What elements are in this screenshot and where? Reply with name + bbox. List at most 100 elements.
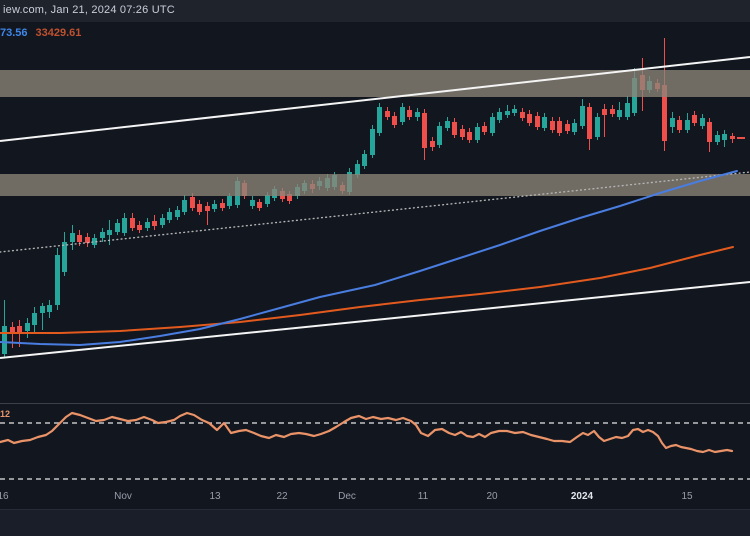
candle-body (205, 206, 210, 211)
candle-body (250, 200, 255, 206)
candle-body (445, 121, 450, 128)
candle-body (167, 212, 172, 220)
candle-body (77, 235, 82, 242)
candle-body (602, 109, 607, 115)
rsi-line (0, 411, 734, 454)
candle-body (550, 121, 555, 130)
rsi-level-label: 12 (0, 409, 11, 419)
candle-body (520, 112, 525, 118)
last-price-tick (737, 137, 745, 139)
candle-body (227, 196, 232, 206)
candle-body (2, 326, 7, 354)
ma50-line (0, 170, 738, 346)
x-axis[interactable]: 16 Nov 13 22 Dec 11 20 2024 15 (0, 491, 750, 507)
candle-body (475, 127, 480, 140)
candle-body (265, 195, 270, 204)
candle-body (505, 111, 510, 115)
candle-body (145, 222, 150, 228)
candle-body (55, 255, 60, 305)
candle-body (407, 110, 412, 117)
candle-body (85, 237, 90, 243)
candle-body (130, 218, 135, 228)
candle-body (722, 134, 727, 140)
candle-body (152, 221, 157, 226)
candle-body (587, 107, 592, 139)
candle-body (220, 203, 225, 208)
candle-body (580, 106, 585, 126)
candle-body (415, 112, 420, 117)
candle-body (595, 117, 600, 137)
candle-body (430, 141, 435, 147)
channel-upper-line (0, 56, 750, 142)
candle-body (670, 118, 675, 127)
candle-body (40, 306, 45, 313)
candle-body (100, 232, 105, 238)
candle-body (542, 117, 547, 128)
candle-body (355, 164, 360, 175)
candle-body (460, 129, 465, 137)
bottom-strip (0, 509, 750, 536)
candle-body (190, 197, 195, 208)
candle-body (572, 123, 577, 132)
candle-body (62, 242, 67, 272)
candle-body (452, 122, 457, 135)
channel-lower-line (0, 281, 750, 359)
candle-body (707, 122, 712, 142)
candle-body (467, 132, 472, 140)
candle-body (685, 120, 690, 130)
candle-body (400, 107, 405, 122)
x-axis-label-15: 15 (681, 491, 693, 502)
candle-body (370, 129, 375, 155)
candle-body (107, 230, 112, 235)
x-axis-label-11: 11 (417, 491, 429, 502)
candle-body (565, 124, 570, 131)
ma50-value: 73.56 (0, 27, 28, 39)
candle-body (10, 327, 15, 334)
candle-body (362, 154, 367, 166)
candle-body (497, 112, 502, 120)
candle-body (287, 194, 292, 201)
candle-body (557, 121, 562, 133)
candle-body (437, 126, 442, 145)
candle-body (212, 204, 217, 209)
candle-body (730, 136, 735, 139)
candle-body (182, 200, 187, 212)
candle-body (115, 223, 120, 232)
candle-body (527, 114, 532, 123)
resistance-zone-1 (0, 70, 750, 97)
candle-body (422, 113, 427, 148)
candle-body (70, 233, 75, 242)
candle-body (490, 117, 495, 133)
watermark-title: iew.com, Jan 21, 2024 07:26 UTC (3, 4, 175, 16)
candle-body (175, 210, 180, 217)
candle-body (662, 85, 667, 141)
candle-body (32, 313, 37, 325)
x-axis-label-22: 22 (276, 491, 288, 502)
indicator-values: 73.56 33429.61 (0, 27, 81, 39)
candle-body (122, 218, 127, 233)
ma200-value: 33429.61 (35, 27, 82, 39)
candle-body (512, 109, 517, 113)
x-axis-label-13: 13 (209, 491, 221, 502)
candle-body (392, 116, 397, 125)
x-axis-label-20: 20 (486, 491, 498, 502)
candle-body (535, 116, 540, 127)
x-axis-label-16: 16 (0, 491, 9, 502)
x-axis-label-nov: Nov (114, 491, 132, 502)
candle-body (25, 323, 30, 331)
resistance-zone-2 (0, 174, 750, 196)
dotted-trendline (0, 171, 750, 253)
candle-body (692, 115, 697, 123)
candle-body (160, 218, 165, 225)
x-axis-label-dec: Dec (338, 491, 356, 502)
candle-body (377, 107, 382, 133)
candle-body (482, 126, 487, 132)
candle-body (47, 305, 52, 312)
candle-body (625, 103, 630, 117)
candle-body (197, 204, 202, 212)
candle-body (715, 135, 720, 142)
candle-body (257, 202, 262, 208)
candle-body (17, 326, 22, 333)
